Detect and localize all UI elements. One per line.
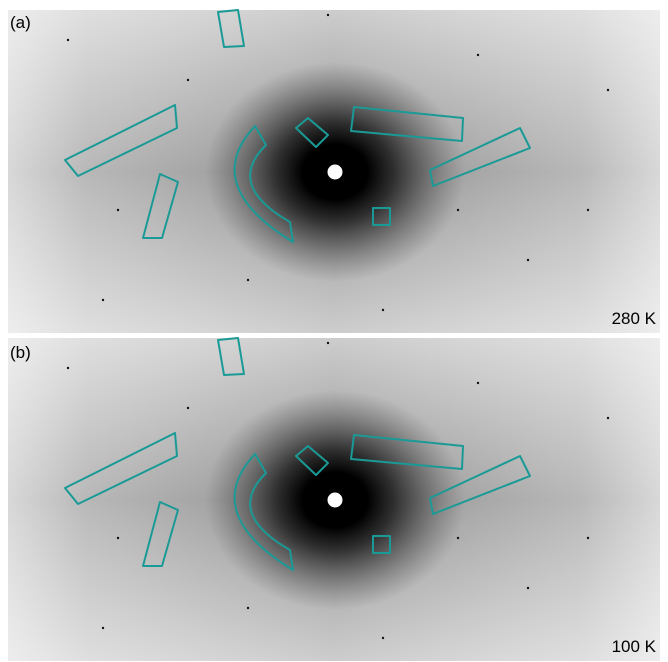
panel-label: (b): [10, 343, 31, 362]
panel-b: [7, 337, 661, 662]
temperature-label: 100 K: [612, 637, 657, 656]
panel-label: (a): [10, 13, 31, 32]
temperature-label: 280 K: [612, 309, 657, 328]
panel-a: [7, 9, 661, 334]
